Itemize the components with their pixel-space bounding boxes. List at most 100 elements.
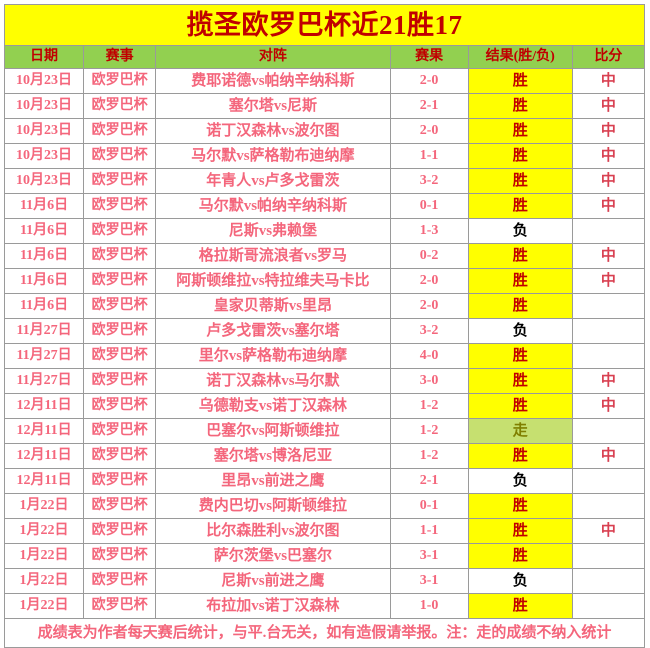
table-row[interactable]: 11月6日 欧罗巴杯 尼斯vs弗赖堡 1-3 负 bbox=[3, 218, 646, 244]
cell-fen bbox=[571, 318, 646, 344]
table-row[interactable]: 11月27日 欧罗巴杯 卢多戈雷茨vs塞尔塔 3-2 负 bbox=[3, 318, 646, 344]
cell-competition: 欧罗巴杯 bbox=[83, 193, 157, 219]
cell-match: 尼斯vs弗赖堡 bbox=[155, 218, 391, 244]
cell-fen bbox=[571, 218, 646, 244]
cell-date: 1月22日 bbox=[3, 568, 85, 594]
table-row[interactable]: 12月11日 欧罗巴杯 里昂vs前进之鹰 2-1 负 bbox=[3, 468, 646, 494]
table-row[interactable]: 11月6日 欧罗巴杯 马尔默vs帕纳辛纳科斯 0-1 胜中 bbox=[3, 193, 646, 219]
cell-result: 胜 bbox=[467, 443, 573, 469]
column-header-result: 结果(胜/负) bbox=[467, 45, 573, 69]
cell-score: 1-1 bbox=[389, 518, 469, 544]
cell-score: 1-0 bbox=[389, 593, 469, 619]
cell-score: 2-0 bbox=[389, 268, 469, 294]
cell-date: 10月23日 bbox=[3, 68, 85, 94]
cell-match: 诺丁汉森林vs波尔图 bbox=[155, 118, 391, 144]
column-header-competition: 赛事 bbox=[83, 45, 157, 69]
cell-result: 负 bbox=[467, 218, 573, 244]
table-row[interactable]: 12月11日 欧罗巴杯 巴塞尔vs阿斯顿维拉 1-2 走 bbox=[3, 418, 646, 444]
cell-competition: 欧罗巴杯 bbox=[83, 293, 157, 319]
table-row[interactable]: 10月23日 欧罗巴杯 马尔默vs萨格勒布迪纳摩 1-1 胜中 bbox=[3, 143, 646, 169]
cell-score: 1-2 bbox=[389, 418, 469, 444]
cell-score: 1-2 bbox=[389, 393, 469, 419]
table-row[interactable]: 1月22日 欧罗巴杯 比尔森胜利vs波尔图 1-1 胜中 bbox=[3, 518, 646, 544]
cell-fen bbox=[571, 543, 646, 569]
table-row[interactable]: 11月6日 欧罗巴杯 格拉斯哥流浪者vs罗马 0-2 胜中 bbox=[3, 243, 646, 269]
cell-score: 3-2 bbox=[389, 318, 469, 344]
title-row: 揽圣欧罗巴杯近21胜17 bbox=[4, 4, 645, 46]
cell-result: 胜 bbox=[467, 368, 573, 394]
cell-score: 3-0 bbox=[389, 368, 469, 394]
column-header-date: 日期 bbox=[3, 45, 85, 69]
cell-date: 11月27日 bbox=[3, 368, 85, 394]
cell-score: 2-1 bbox=[389, 468, 469, 494]
table-row[interactable]: 11月27日 欧罗巴杯 诺丁汉森林vs马尔默 3-0 胜中 bbox=[3, 368, 646, 394]
column-header-fen: 比分 bbox=[571, 45, 646, 69]
cell-fen: 中 bbox=[571, 443, 646, 469]
cell-match: 布拉加vs诺丁汉森林 bbox=[155, 593, 391, 619]
cell-match: 里尔vs萨格勒布迪纳摩 bbox=[155, 343, 391, 369]
cell-competition: 欧罗巴杯 bbox=[83, 118, 157, 144]
cell-match: 比尔森胜利vs波尔图 bbox=[155, 518, 391, 544]
cell-date: 12月11日 bbox=[3, 418, 85, 444]
cell-fen bbox=[571, 593, 646, 619]
cell-date: 10月23日 bbox=[3, 118, 85, 144]
table-row[interactable]: 1月22日 欧罗巴杯 费内巴切vs阿斯顿维拉 0-1 胜 bbox=[3, 493, 646, 519]
cell-match: 年青人vs卢多戈雷茨 bbox=[155, 168, 391, 194]
cell-result: 胜 bbox=[467, 593, 573, 619]
cell-match: 塞尔塔vs尼斯 bbox=[155, 93, 391, 119]
cell-score: 0-2 bbox=[389, 243, 469, 269]
cell-competition: 欧罗巴杯 bbox=[83, 343, 157, 369]
table-row[interactable]: 11月6日 欧罗巴杯 阿斯顿维拉vs特拉维夫马卡比 2-0 胜中 bbox=[3, 268, 646, 294]
table-row[interactable]: 1月22日 欧罗巴杯 布拉加vs诺丁汉森林 1-0 胜 bbox=[3, 593, 646, 619]
cell-competition: 欧罗巴杯 bbox=[83, 518, 157, 544]
cell-score: 1-2 bbox=[389, 443, 469, 469]
table-row[interactable]: 1月22日 欧罗巴杯 尼斯vs前进之鹰 3-1 负 bbox=[3, 568, 646, 594]
table-header-row: 日期 赛事 对阵 赛果 结果(胜/负) 比分 bbox=[3, 45, 646, 69]
cell-date: 11月27日 bbox=[3, 318, 85, 344]
table-row[interactable]: 11月27日 欧罗巴杯 里尔vs萨格勒布迪纳摩 4-0 胜 bbox=[3, 343, 646, 369]
table-row[interactable]: 10月23日 欧罗巴杯 年青人vs卢多戈雷茨 3-2 胜中 bbox=[3, 168, 646, 194]
table-row[interactable]: 11月6日 欧罗巴杯 皇家贝蒂斯vs里昂 2-0 胜 bbox=[3, 293, 646, 319]
cell-competition: 欧罗巴杯 bbox=[83, 443, 157, 469]
cell-match: 里昂vs前进之鹰 bbox=[155, 468, 391, 494]
cell-date: 10月23日 bbox=[3, 143, 85, 169]
spreadsheet-sheet: 揽圣欧罗巴杯近21胜17 日期 赛事 对阵 赛果 结果(胜/负) 比分 10月2… bbox=[3, 4, 646, 648]
table-row[interactable]: 12月11日 欧罗巴杯 乌德勒支vs诺丁汉森林 1-2 胜中 bbox=[3, 393, 646, 419]
cell-competition: 欧罗巴杯 bbox=[83, 318, 157, 344]
cell-match: 费耶诺德vs帕纳辛纳科斯 bbox=[155, 68, 391, 94]
cell-date: 12月11日 bbox=[3, 393, 85, 419]
table-row[interactable]: 10月23日 欧罗巴杯 诺丁汉森林vs波尔图 2-0 胜中 bbox=[3, 118, 646, 144]
cell-match: 塞尔塔vs博洛尼亚 bbox=[155, 443, 391, 469]
cell-fen: 中 bbox=[571, 168, 646, 194]
cell-competition: 欧罗巴杯 bbox=[83, 368, 157, 394]
cell-result: 胜 bbox=[467, 168, 573, 194]
cell-result: 胜 bbox=[467, 118, 573, 144]
cell-score: 2-0 bbox=[389, 68, 469, 94]
table-row[interactable]: 1月22日 欧罗巴杯 萨尔茨堡vs巴塞尔 3-1 胜 bbox=[3, 543, 646, 569]
cell-fen bbox=[571, 493, 646, 519]
column-header-score: 赛果 bbox=[389, 45, 469, 69]
table-row[interactable]: 10月23日 欧罗巴杯 塞尔塔vs尼斯 2-1 胜中 bbox=[3, 93, 646, 119]
footer-note: 成绩表为作者每天赛后统计，与平.台无关，如有造假请举报。注：走的成绩不纳入统计 bbox=[4, 618, 645, 648]
table-footer: 成绩表为作者每天赛后统计，与平.台无关，如有造假请举报。注：走的成绩不纳入统计 bbox=[4, 618, 645, 648]
cell-competition: 欧罗巴杯 bbox=[83, 393, 157, 419]
cell-fen: 中 bbox=[571, 268, 646, 294]
cell-date: 11月6日 bbox=[3, 193, 85, 219]
cell-fen bbox=[571, 468, 646, 494]
cell-competition: 欧罗巴杯 bbox=[83, 568, 157, 594]
cell-match: 萨尔茨堡vs巴塞尔 bbox=[155, 543, 391, 569]
cell-date: 11月6日 bbox=[3, 243, 85, 269]
cell-score: 2-1 bbox=[389, 93, 469, 119]
cell-competition: 欧罗巴杯 bbox=[83, 68, 157, 94]
cell-competition: 欧罗巴杯 bbox=[83, 543, 157, 569]
table-row[interactable]: 12月11日 欧罗巴杯 塞尔塔vs博洛尼亚 1-2 胜中 bbox=[3, 443, 646, 469]
cell-match: 马尔默vs帕纳辛纳科斯 bbox=[155, 193, 391, 219]
cell-match: 巴塞尔vs阿斯顿维拉 bbox=[155, 418, 391, 444]
cell-match: 乌德勒支vs诺丁汉森林 bbox=[155, 393, 391, 419]
cell-result: 胜 bbox=[467, 393, 573, 419]
cell-competition: 欧罗巴杯 bbox=[83, 243, 157, 269]
cell-match: 阿斯顿维拉vs特拉维夫马卡比 bbox=[155, 268, 391, 294]
cell-score: 0-1 bbox=[389, 493, 469, 519]
table-row[interactable]: 10月23日 欧罗巴杯 费耶诺德vs帕纳辛纳科斯 2-0 胜中 bbox=[3, 68, 646, 94]
cell-date: 1月22日 bbox=[3, 543, 85, 569]
